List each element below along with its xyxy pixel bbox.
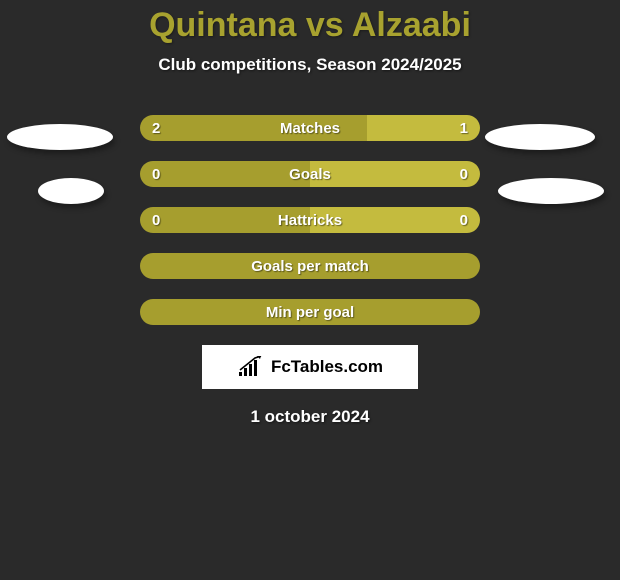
stat-bar-right (310, 161, 480, 187)
stat-value-right: 0 (460, 207, 468, 233)
stat-value-left: 2 (152, 115, 160, 141)
stat-row: 00Hattricks (140, 207, 480, 233)
player-left-ellipse-1 (7, 124, 113, 150)
page-title: Quintana vs Alzaabi (0, 0, 620, 45)
subtitle: Club competitions, Season 2024/2025 (0, 55, 620, 75)
player-left-ellipse-2 (38, 178, 104, 204)
stat-bar-left (140, 115, 367, 141)
stat-row: Min per goal (140, 299, 480, 325)
stat-value-right: 0 (460, 161, 468, 187)
brand-box: FcTables.com (202, 345, 418, 389)
stat-row: 00Goals (140, 161, 480, 187)
stat-value-left: 0 (152, 207, 160, 233)
stat-bar-left (140, 207, 310, 233)
player-right-ellipse-2 (498, 178, 604, 204)
stat-bar-left (140, 253, 480, 279)
stat-value-right: 1 (460, 115, 468, 141)
date-label: 1 october 2024 (0, 407, 620, 427)
brand-icon (237, 356, 265, 378)
player-right-ellipse-1 (485, 124, 595, 150)
brand-text: FcTables.com (271, 357, 383, 377)
stat-row: 21Matches (140, 115, 480, 141)
stat-bar-left (140, 299, 480, 325)
stat-bar-left (140, 161, 310, 187)
stat-bar-right (310, 207, 480, 233)
stat-row: Goals per match (140, 253, 480, 279)
stat-value-left: 0 (152, 161, 160, 187)
comparison-card: Quintana vs Alzaabi Club competitions, S… (0, 0, 620, 580)
